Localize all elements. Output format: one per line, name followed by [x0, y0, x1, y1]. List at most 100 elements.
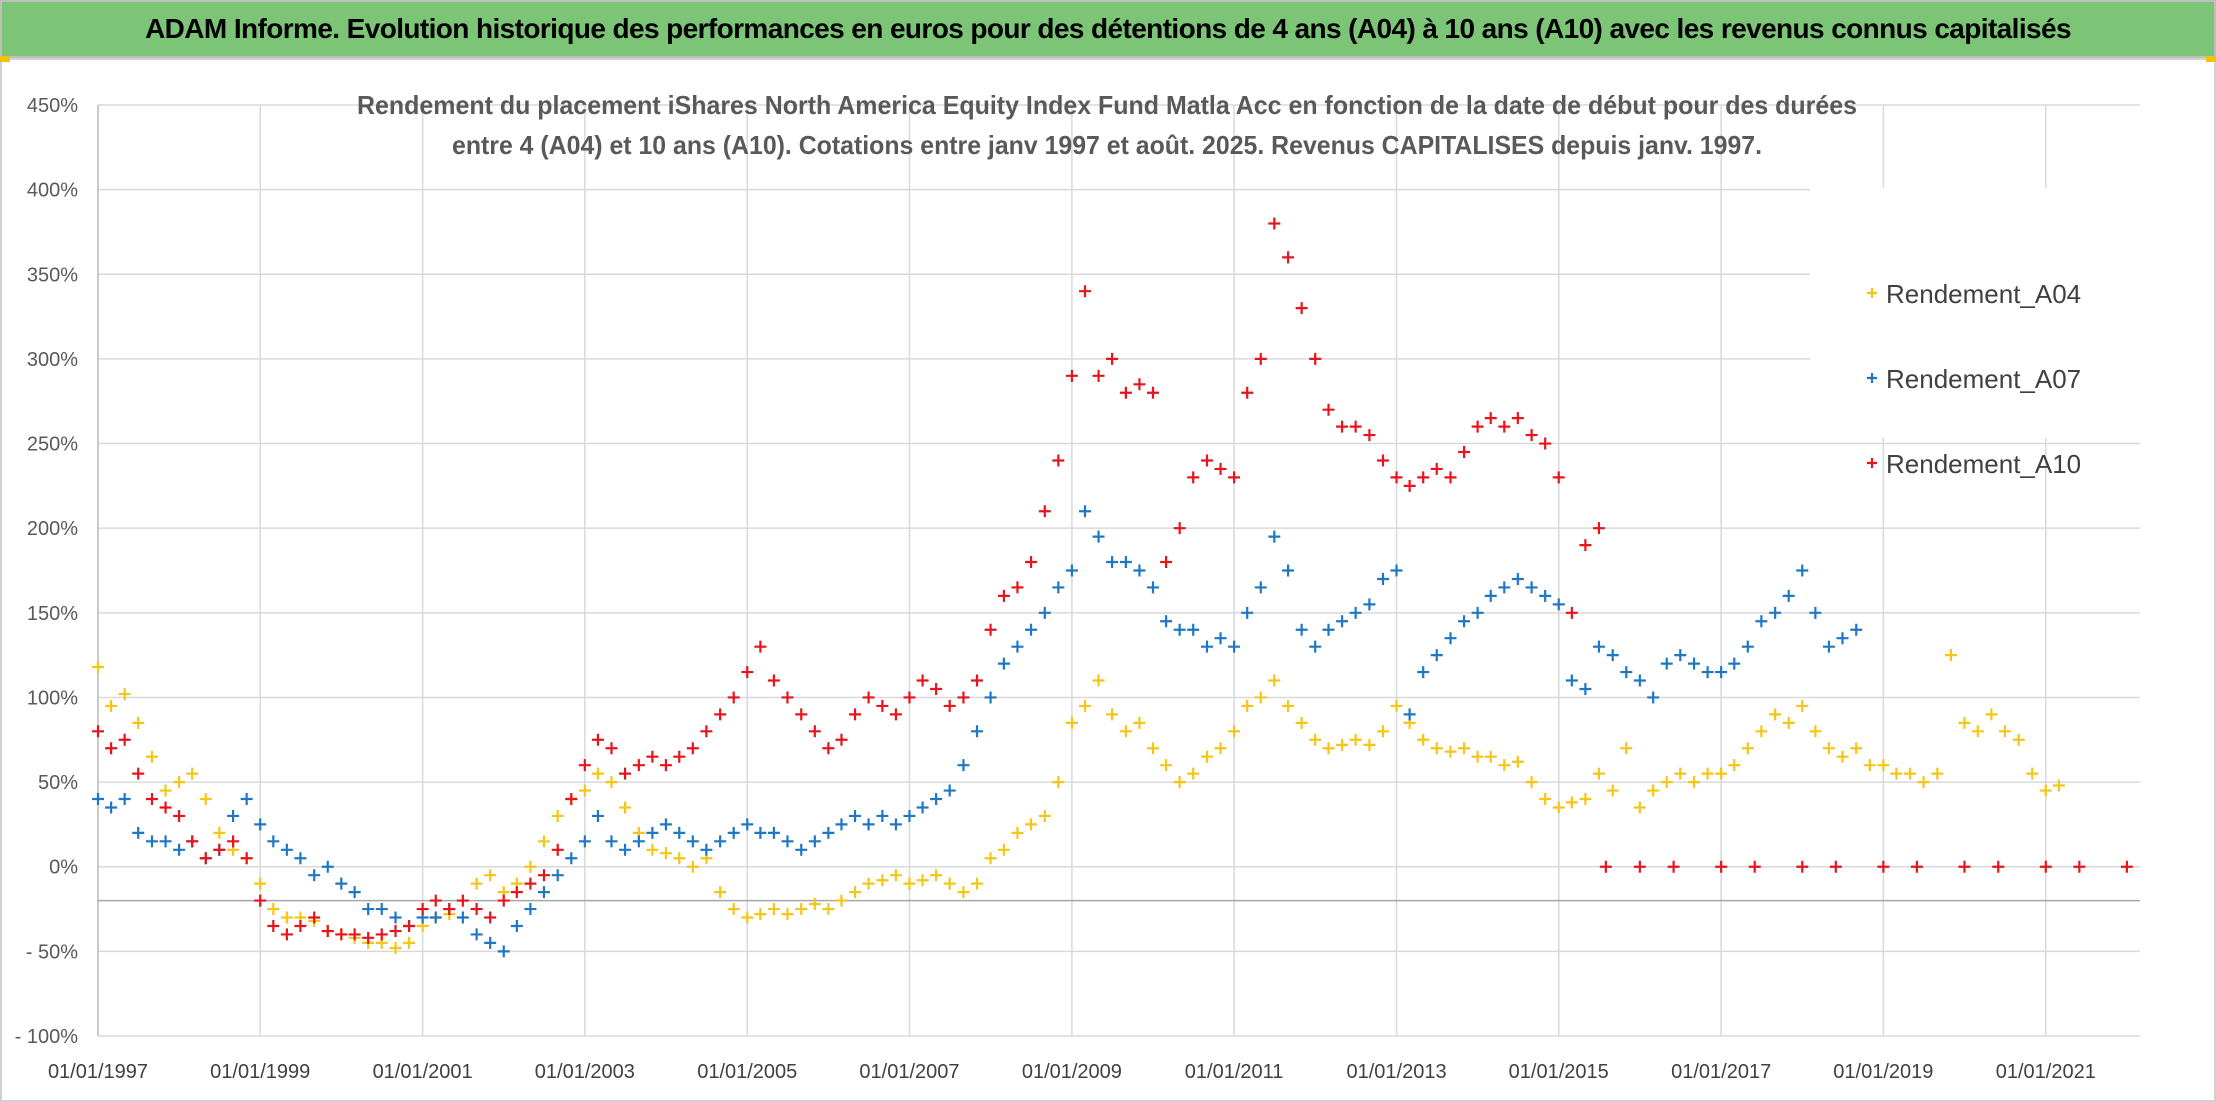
- data-point-rendement-a04: [1796, 699, 1809, 712]
- data-point-rendement-a04: [1268, 674, 1281, 687]
- data-point-rendement-a10: [1254, 352, 1267, 365]
- data-point-rendement-a10: [551, 843, 564, 856]
- data-point-rendement-a10: [997, 589, 1010, 602]
- data-point-rendement-a07: [1647, 691, 1660, 704]
- data-point-rendement-a10: [1038, 505, 1051, 518]
- data-point-rendement-a10: [484, 911, 497, 924]
- banner-title: ADAM Informe. Evolution historique des p…: [145, 13, 2071, 44]
- data-point-rendement-a04: [714, 886, 727, 899]
- data-point-rendement-a10: [1363, 429, 1376, 442]
- data-point-rendement-a07: [1336, 615, 1349, 628]
- data-point-rendement-a07: [1268, 530, 1281, 543]
- data-point-rendement-a10: [808, 725, 821, 738]
- data-point-rendement-a04: [1809, 725, 1822, 738]
- data-point-rendement-a10: [1241, 386, 1254, 399]
- data-point-rendement-a07: [686, 835, 699, 848]
- data-point-rendement-a10: [1376, 454, 1389, 467]
- data-point-rendement-a07: [1715, 666, 1728, 679]
- x-tick-label: 01/01/2019: [1833, 1061, 1933, 1083]
- data-point-rendement-a10: [1025, 556, 1038, 569]
- data-point-rendement-a07: [1511, 572, 1524, 585]
- data-point-rendement-a07: [1133, 564, 1146, 577]
- data-point-rendement-a04: [1606, 784, 1619, 797]
- data-point-rendement-a07: [145, 835, 158, 848]
- data-point-rendement-a04: [1484, 750, 1497, 763]
- data-point-rendement-a04: [889, 869, 902, 882]
- data-point-rendement-a07: [173, 843, 186, 856]
- x-tick-label: 01/01/2007: [859, 1061, 959, 1083]
- y-tick-label: 150%: [27, 603, 78, 625]
- chart-title-line: entre 4 (A04) et 10 ans (A10). Cotations…: [452, 130, 1762, 160]
- data-point-rendement-a10: [1282, 251, 1295, 264]
- y-tick-label: 100%: [27, 687, 78, 709]
- data-point-rendement-a04: [213, 826, 226, 839]
- data-point-rendement-a07: [1282, 564, 1295, 577]
- data-point-rendement-a07: [92, 793, 104, 806]
- data-point-rendement-a10: [213, 843, 226, 856]
- data-point-rendement-a04: [1254, 691, 1267, 704]
- data-point-rendement-a07: [497, 945, 510, 958]
- data-point-rendement-a10: [1214, 462, 1227, 475]
- data-point-rendement-a07: [1822, 640, 1835, 653]
- data-point-rendement-a04: [1065, 716, 1078, 729]
- data-point-rendement-a07: [1809, 606, 1822, 619]
- data-point-rendement-a04: [1079, 699, 1091, 712]
- data-point-rendement-a07: [984, 691, 997, 704]
- data-point-rendement-a07: [1322, 623, 1335, 636]
- data-point-rendement-a07: [1782, 589, 1795, 602]
- data-point-rendement-a10: [321, 925, 334, 938]
- data-point-rendement-a07: [578, 835, 591, 848]
- data-point-rendement-a04: [1877, 759, 1890, 772]
- data-point-rendement-a07: [1200, 640, 1213, 653]
- data-point-rendement-a10: [470, 903, 483, 916]
- data-point-rendement-a10: [389, 925, 402, 938]
- data-point-rendement-a04: [1376, 725, 1389, 738]
- data-point-rendement-a04: [849, 886, 862, 899]
- data-point-rendement-a04: [1471, 750, 1484, 763]
- data-point-rendement-a07: [1147, 581, 1159, 594]
- data-point-rendement-a07: [1836, 632, 1849, 645]
- data-point-rendement-a10: [348, 928, 361, 941]
- data-point-rendement-a07: [1241, 606, 1254, 619]
- data-point-rendement-a04: [1458, 742, 1471, 755]
- data-point-rendement-a10: [686, 742, 699, 755]
- data-point-rendement-a04: [1173, 776, 1186, 789]
- data-point-rendement-a04: [1147, 742, 1159, 755]
- data-point-rendement-a04: [876, 874, 889, 887]
- data-point-rendement-a10: [1119, 386, 1132, 399]
- data-point-rendement-a10: [2039, 860, 2052, 873]
- data-point-rendement-a10: [240, 852, 253, 865]
- data-point-rendement-a10: [1667, 860, 1680, 873]
- data-point-rendement-a07: [835, 818, 848, 831]
- data-point-rendement-a07: [1565, 674, 1578, 687]
- data-point-rendement-a04: [997, 843, 1010, 856]
- data-point-rendement-a04: [389, 941, 402, 954]
- data-point-rendement-a10: [930, 682, 943, 695]
- data-point-rendement-a04: [1755, 725, 1768, 738]
- data-point-rendement-a10: [903, 691, 916, 704]
- data-point-rendement-a10: [308, 911, 321, 924]
- data-point-rendement-a10: [876, 699, 889, 712]
- data-point-rendement-a10: [132, 767, 145, 780]
- data-point-rendement-a07: [524, 903, 537, 916]
- data-point-rendement-a07: [1309, 640, 1322, 653]
- data-point-rendement-a04: [1038, 809, 1051, 822]
- data-point-rendement-a04: [1958, 716, 1971, 729]
- data-point-rendement-a10: [1715, 860, 1728, 873]
- x-tick-label: 01/01/2011: [1185, 1061, 1284, 1083]
- data-point-rendement-a07: [1484, 589, 1497, 602]
- data-point-rendement-a10: [443, 903, 456, 916]
- data-point-rendement-a04: [957, 886, 970, 899]
- data-point-rendement-a07: [971, 725, 984, 738]
- y-tick-label: 250%: [27, 434, 78, 456]
- data-point-rendement-a10: [1430, 462, 1443, 475]
- data-point-rendement-a10: [1633, 860, 1646, 873]
- data-point-rendement-a07: [1376, 572, 1389, 585]
- data-point-rendement-a10: [578, 759, 591, 772]
- data-point-rendement-a10: [1796, 860, 1809, 873]
- data-point-rendement-a04: [1187, 767, 1200, 780]
- x-tick-label: 01/01/2013: [1346, 1061, 1446, 1083]
- data-point-rendement-a04: [267, 903, 280, 916]
- data-point-rendement-a07: [510, 919, 523, 932]
- data-point-rendement-a07: [957, 759, 970, 772]
